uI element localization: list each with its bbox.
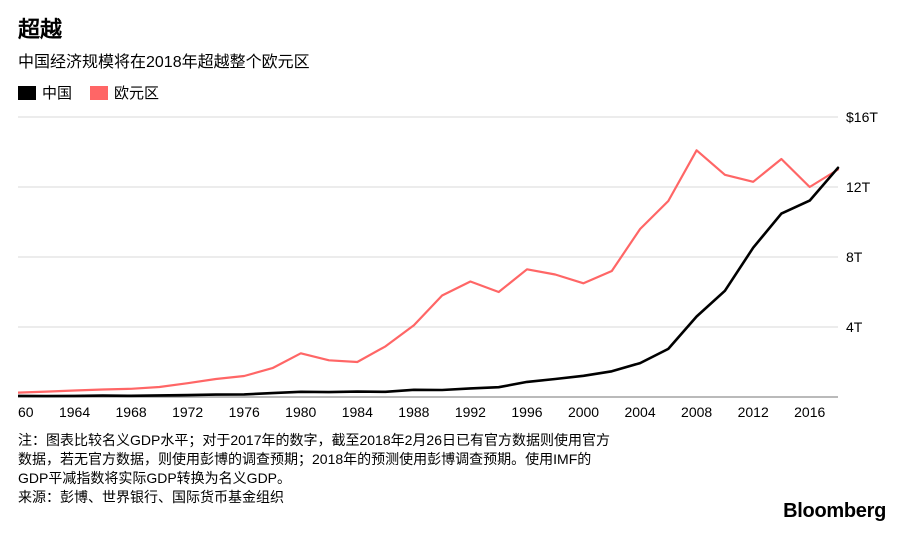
x-tick-label: 2008 bbox=[681, 404, 712, 420]
x-tick-label: 1968 bbox=[116, 404, 147, 420]
source-line: 来源：彭博、世界银行、国际货币基金组织 bbox=[18, 488, 718, 507]
y-tick-label: $16T bbox=[846, 111, 878, 125]
bloomberg-logo: Bloomberg bbox=[783, 500, 886, 523]
footnote-line: GDP平减指数将实际GDP转换为名义GDP。 bbox=[18, 469, 718, 488]
y-tick-label: 12T bbox=[846, 179, 871, 195]
x-tick-label: 1996 bbox=[511, 404, 542, 420]
x-tick-label: 2012 bbox=[738, 404, 769, 420]
line-china bbox=[18, 168, 838, 396]
chart-area: 4T 8T 12T $16T 1960 1964 1968 1972 1976 1980 1984… bbox=[18, 111, 888, 421]
x-tick-label: 1980 bbox=[285, 404, 316, 420]
x-tick-label: 1976 bbox=[229, 404, 260, 420]
y-tick-label: 8T bbox=[846, 249, 863, 265]
y-tick-label: 4T bbox=[846, 319, 863, 335]
x-tick-label: 1972 bbox=[172, 404, 203, 420]
swatch-china bbox=[18, 86, 36, 100]
legend-label-eurozone: 欧元区 bbox=[114, 82, 159, 103]
x-tick-label: 2016 bbox=[794, 404, 825, 420]
footnotes: 注：图表比较名义GDP水平；对于2017年的数字，截至2018年2月26日已有官… bbox=[18, 431, 718, 507]
legend-label-china: 中国 bbox=[42, 82, 72, 103]
x-tick-label: 1960 bbox=[18, 404, 34, 420]
chart-title: 超越 bbox=[18, 12, 888, 44]
x-tick-label: 1988 bbox=[398, 404, 429, 420]
x-tick-label: 2000 bbox=[568, 404, 599, 420]
legend-item-eurozone: 欧元区 bbox=[90, 82, 159, 103]
x-tick-label: 1992 bbox=[455, 404, 486, 420]
chart-svg: 4T 8T 12T $16T 1960 1964 1968 1972 1976 1980 1984… bbox=[18, 111, 888, 421]
chart-subtitle: 中国经济规模将在2018年超越整个欧元区 bbox=[18, 48, 888, 72]
swatch-eurozone bbox=[90, 86, 108, 100]
chart-card: 超越 中国经济规模将在2018年超越整个欧元区 中国 欧元区 4T 8T 12T $1… bbox=[0, 0, 906, 537]
x-tick-label: 1964 bbox=[59, 404, 90, 420]
x-tick-label: 1984 bbox=[342, 404, 373, 420]
x-tick-label: 2004 bbox=[624, 404, 655, 420]
legend-item-china: 中国 bbox=[18, 82, 72, 103]
legend: 中国 欧元区 bbox=[18, 82, 888, 103]
footnote-line: 数据，若无官方数据，则使用彭博的调查预期；2018年的预测使用彭博调查预期。使用… bbox=[18, 450, 718, 469]
footnote-line: 注：图表比较名义GDP水平；对于2017年的数字，截至2018年2月26日已有官… bbox=[18, 431, 718, 450]
